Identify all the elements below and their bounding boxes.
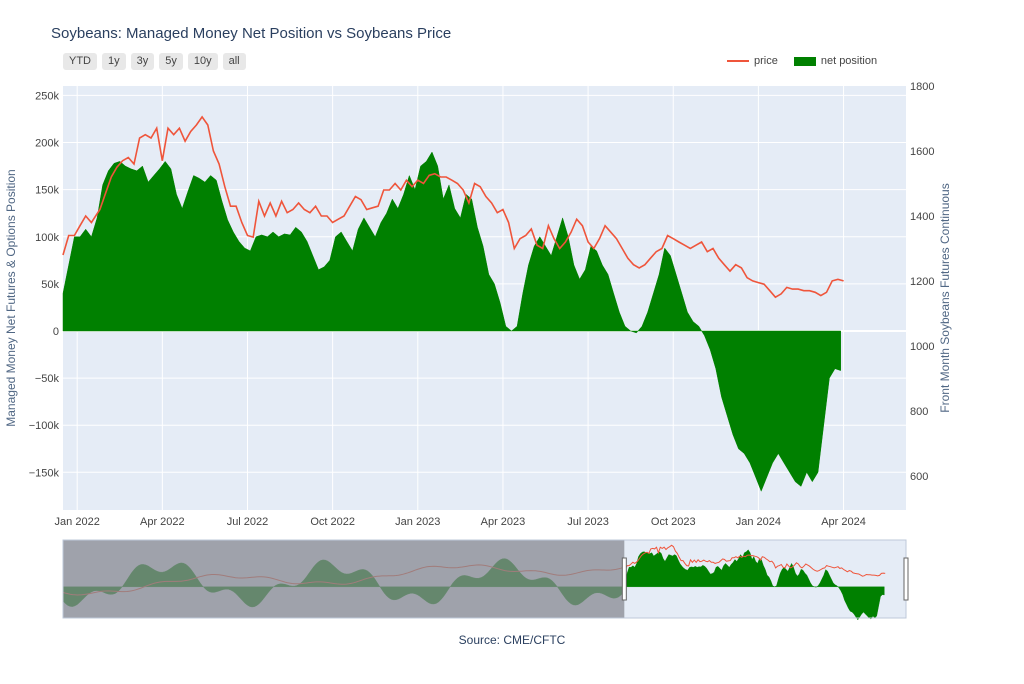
x-tick-label: Oct 2023 (651, 516, 696, 528)
range-button-all[interactable]: all (222, 53, 246, 70)
y-tick-label-left: 250k (35, 90, 59, 102)
y-tick-label-left: 200k (35, 138, 59, 150)
y-tick-label-right: 1600 (910, 146, 934, 158)
range-button-ytd[interactable]: YTD (63, 53, 97, 70)
range-button-3y[interactable]: 3y (130, 53, 155, 70)
range-button-1y[interactable]: 1y (102, 53, 126, 70)
y-tick-label-right: 800 (910, 406, 928, 418)
range-slider-handle-right[interactable] (903, 557, 909, 601)
range-slider[interactable] (62, 539, 909, 621)
y-tick-label-left: −150k (29, 467, 60, 479)
plot-marks (62, 115, 844, 492)
y-tick-label-right: 1000 (910, 341, 934, 353)
x-tick-label: Jul 2022 (227, 516, 269, 528)
y-tick-label-right: 1200 (910, 276, 934, 288)
legend-swatch-price (727, 60, 749, 62)
x-tick-label: Apr 2022 (140, 516, 185, 528)
legend-label-price: price (754, 55, 778, 67)
x-tick-label: Apr 2024 (821, 516, 866, 528)
y-axis-label-left: Managed Money Net Futures & Options Posi… (4, 169, 18, 426)
chart-title: Soybeans: Managed Money Net Position vs … (51, 25, 452, 42)
y-axis-label-right: Front Month Soybeans Futures Continuous (938, 183, 952, 412)
y-tick-label-right: 1400 (910, 211, 934, 223)
series-price-line (62, 115, 844, 299)
x-tick-label: Jan 2022 (55, 516, 100, 528)
x-tick-label: Jan 2023 (395, 516, 440, 528)
x-tick-label: Apr 2023 (481, 516, 526, 528)
legend-item-net-position[interactable]: net position (793, 55, 878, 67)
series-net-position-area (62, 151, 841, 492)
y-tick-label-right: 600 (910, 471, 928, 483)
range-selector: YTD 1y 3y 5y 10y all (63, 53, 246, 70)
range-slider-mask (63, 540, 625, 618)
y-tick-label-left: 100k (35, 232, 59, 244)
x-tick-label: Oct 2022 (310, 516, 355, 528)
y-tick-label-left: −50k (35, 373, 60, 385)
legend-swatch-net-position (793, 56, 816, 66)
range-slider-handle-left[interactable] (621, 557, 627, 601)
range-button-5y[interactable]: 5y (159, 53, 183, 70)
x-tick-label: Jul 2023 (567, 516, 609, 528)
range-button-10y[interactable]: 10y (187, 53, 218, 70)
y-tick-label-right: 1800 (910, 81, 934, 93)
axes: 250k 200k 150k 100k 50k 0 −50k −100k −150k 1800 16… (29, 81, 935, 528)
y-tick-label-left: 50k (41, 279, 59, 291)
source-note: Source: CME/CFTC (458, 633, 566, 647)
y-tick-label-left: −100k (29, 420, 60, 432)
legend-item-price[interactable]: price (727, 55, 778, 67)
x-tick-label: Jan 2024 (736, 516, 781, 528)
legend-label-net-position: net position (820, 55, 878, 67)
y-tick-label-left: 150k (35, 185, 59, 197)
legend: price net position (727, 55, 887, 67)
y-tick-label-left: 0 (53, 326, 59, 338)
